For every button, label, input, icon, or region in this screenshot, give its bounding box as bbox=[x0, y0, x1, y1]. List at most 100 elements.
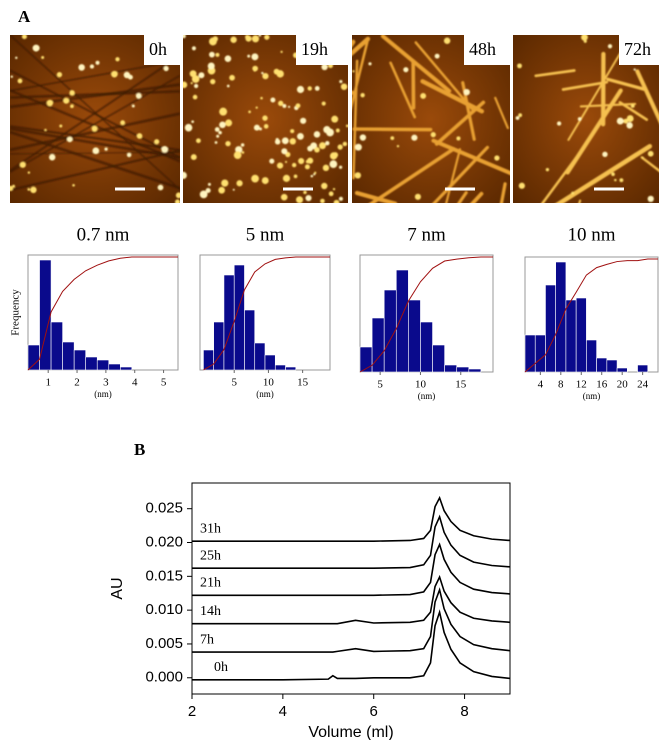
particle bbox=[262, 115, 268, 121]
particle bbox=[253, 124, 260, 131]
particle bbox=[251, 174, 259, 183]
streak bbox=[10, 83, 180, 109]
particle bbox=[232, 188, 235, 191]
particle bbox=[295, 196, 304, 203]
particle bbox=[322, 164, 330, 172]
bar bbox=[524, 334, 536, 373]
fibril bbox=[432, 145, 490, 203]
particle bbox=[112, 71, 118, 77]
particle bbox=[163, 65, 169, 72]
particle bbox=[264, 35, 270, 40]
particle bbox=[92, 147, 100, 155]
particle bbox=[313, 131, 321, 138]
particle bbox=[616, 117, 624, 125]
bar bbox=[555, 261, 567, 373]
fibril bbox=[457, 191, 468, 203]
cumulative-curve bbox=[359, 256, 493, 373]
particle bbox=[275, 140, 279, 143]
particle bbox=[261, 177, 269, 185]
bar bbox=[420, 321, 433, 373]
particle bbox=[199, 190, 208, 199]
particle bbox=[289, 138, 296, 145]
particle bbox=[545, 168, 550, 172]
particle bbox=[27, 171, 31, 174]
particle bbox=[556, 121, 562, 126]
plot-frame bbox=[191, 482, 511, 695]
particle bbox=[342, 141, 348, 147]
particle bbox=[72, 183, 75, 187]
particle bbox=[63, 97, 70, 104]
particle bbox=[30, 186, 37, 194]
particle bbox=[630, 103, 635, 108]
afm-image: 48h bbox=[352, 35, 510, 203]
x-tick-label: 5 bbox=[231, 377, 237, 389]
particle bbox=[456, 136, 461, 141]
particle bbox=[233, 151, 242, 159]
bar bbox=[575, 297, 587, 373]
particle bbox=[619, 178, 624, 183]
particle bbox=[59, 124, 63, 128]
particle bbox=[647, 195, 654, 203]
y-tick-label: 0.020 bbox=[145, 533, 183, 550]
particle bbox=[518, 113, 523, 118]
fibril bbox=[640, 156, 659, 173]
y-tick-label: 0.010 bbox=[145, 601, 183, 618]
particle bbox=[411, 134, 418, 141]
particle bbox=[192, 94, 198, 100]
bar bbox=[606, 359, 618, 373]
fibril bbox=[567, 50, 623, 141]
particle bbox=[123, 71, 131, 79]
x-axis-label: (nm) bbox=[418, 391, 436, 401]
particle bbox=[251, 53, 259, 61]
x-tick-label: 15 bbox=[455, 379, 467, 391]
particle bbox=[332, 187, 336, 191]
particle bbox=[21, 35, 27, 40]
particle bbox=[290, 129, 295, 134]
particle bbox=[32, 44, 40, 52]
series-label: 31h bbox=[200, 521, 221, 536]
streak bbox=[10, 149, 180, 192]
bar bbox=[223, 274, 235, 371]
particle bbox=[518, 182, 525, 189]
y-tick-label: 0.000 bbox=[145, 669, 183, 686]
particle bbox=[41, 55, 45, 59]
x-axis-label: (nm) bbox=[583, 391, 601, 401]
fibril bbox=[354, 190, 398, 203]
particle bbox=[69, 90, 75, 96]
afm-image: 19h bbox=[183, 35, 348, 203]
particle bbox=[571, 191, 575, 195]
bar bbox=[108, 363, 121, 371]
particle bbox=[207, 62, 215, 70]
particle bbox=[224, 55, 232, 62]
particle bbox=[340, 83, 348, 90]
bar bbox=[73, 349, 86, 371]
trace bbox=[192, 587, 511, 653]
particle bbox=[280, 193, 288, 201]
afm-features bbox=[10, 35, 180, 203]
particle bbox=[310, 174, 314, 178]
particle bbox=[352, 70, 355, 73]
streak bbox=[10, 59, 180, 92]
particle bbox=[48, 154, 56, 161]
particle bbox=[285, 160, 288, 164]
fibril bbox=[420, 79, 485, 114]
series-label: 25h bbox=[200, 548, 221, 563]
particle bbox=[307, 86, 312, 91]
particle bbox=[293, 174, 298, 179]
particle bbox=[339, 79, 343, 84]
image-label: 48h bbox=[469, 39, 496, 59]
particle bbox=[225, 140, 231, 147]
particle bbox=[184, 123, 193, 132]
particle bbox=[291, 162, 297, 168]
particle bbox=[120, 120, 126, 126]
particle bbox=[280, 50, 283, 53]
particle bbox=[321, 101, 326, 106]
particle bbox=[255, 106, 258, 109]
particle bbox=[396, 144, 400, 148]
particle bbox=[131, 104, 135, 108]
particle bbox=[115, 57, 120, 62]
particle bbox=[210, 79, 216, 85]
particle bbox=[360, 93, 365, 98]
chart-title: 7 nm bbox=[407, 224, 446, 245]
fibril bbox=[352, 127, 433, 132]
